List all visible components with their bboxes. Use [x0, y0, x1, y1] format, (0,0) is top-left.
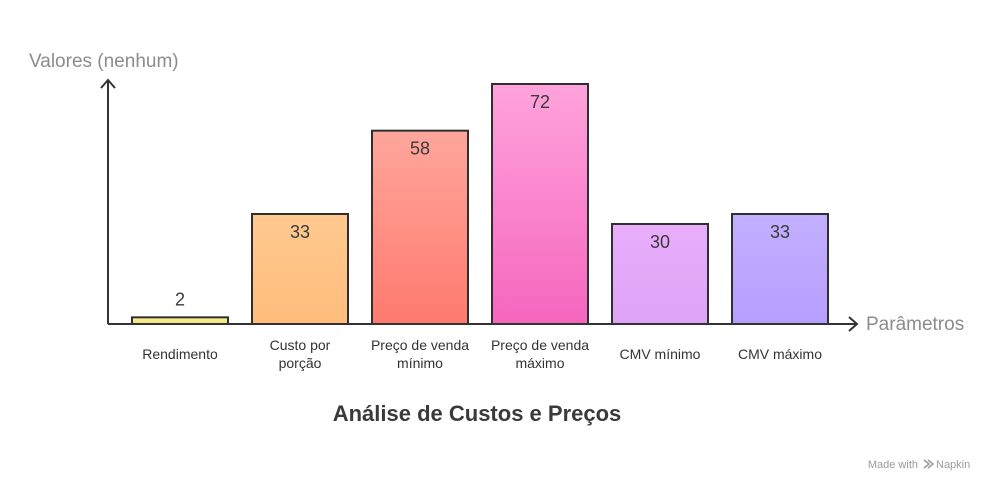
category-label-3: Preço de venda máximo	[491, 337, 589, 371]
axes	[100, 78, 859, 332]
x-axis-arrow-icon	[848, 316, 859, 332]
category-labels-group: Rendimento Custo por porção Preço de venda m…	[142, 337, 822, 371]
category-label-5: CMV máximo	[738, 346, 822, 362]
chart-title: Análise de Custos e Preços	[333, 401, 622, 426]
category-label-line: CMV máximo	[738, 346, 822, 362]
bar-value-label-0: 2	[175, 289, 185, 309]
y-axis-label: Valores (nenhum)	[29, 51, 179, 72]
bar-2	[371, 129, 469, 325]
category-label-4: CMV mínimo	[620, 346, 701, 362]
category-label-line: porção	[279, 355, 322, 371]
category-label-1: Custo por porção	[270, 337, 331, 371]
bar-value-label-3: 72	[530, 92, 550, 112]
footer-made-with: Made with	[868, 459, 918, 471]
category-label-0: Rendimento	[142, 346, 218, 362]
category-label-line: mínimo	[397, 355, 443, 371]
bar-value-label-1: 33	[290, 222, 310, 242]
bar-value-label-2: 58	[410, 139, 430, 159]
category-label-line: Custo por	[270, 337, 331, 353]
bars-group	[131, 83, 829, 326]
x-axis-label: Parâmetros	[866, 314, 964, 335]
category-label-line: Rendimento	[142, 346, 218, 362]
bar-value-label-5: 33	[770, 222, 790, 242]
category-label-line: máximo	[515, 355, 564, 371]
category-label-2: Preço de venda mínimo	[371, 337, 469, 371]
category-label-line: Preço de venda	[491, 337, 589, 353]
category-label-line: CMV mínimo	[620, 346, 701, 362]
category-label-line: Preço de venda	[371, 337, 469, 353]
bar-value-label-4: 30	[650, 232, 670, 252]
napkin-logo-icon	[923, 459, 935, 469]
value-labels-group: 2 33 58 72 30 33	[175, 92, 790, 309]
bar-5	[731, 213, 829, 325]
footer-brand: Napkin	[936, 459, 970, 471]
y-axis-arrow-icon	[100, 78, 116, 89]
bar-1	[251, 213, 349, 325]
footer-credit: Made with Napkin	[868, 459, 970, 471]
bar-3	[491, 83, 589, 325]
